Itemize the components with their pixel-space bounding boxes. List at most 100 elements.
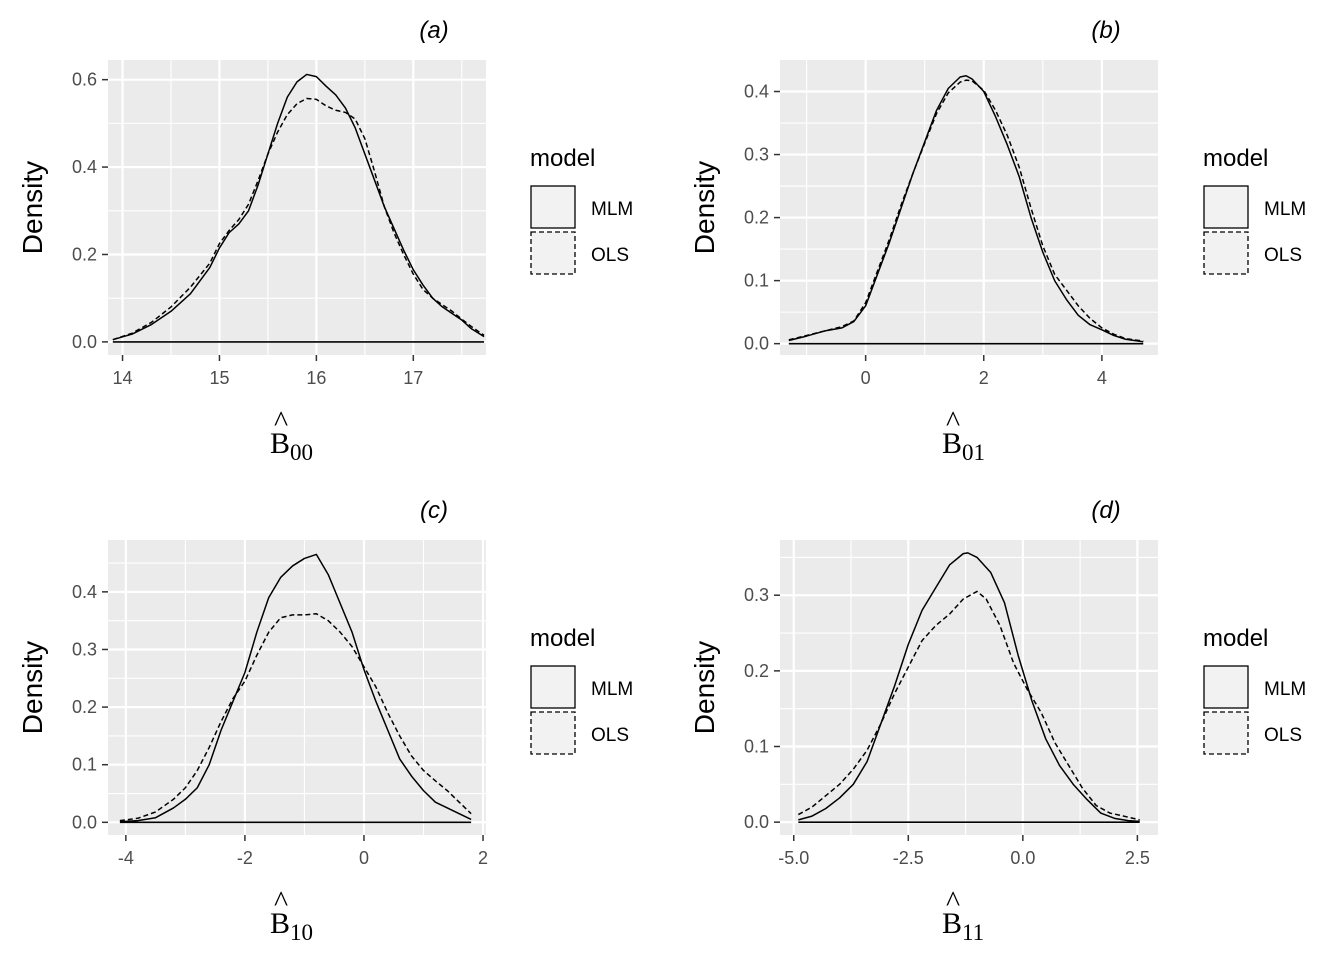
legend-key-mlm: [530, 185, 576, 229]
x-axis-title-base: B: [270, 427, 290, 460]
panel-title: (b): [1091, 17, 1120, 44]
legend-label: OLS: [591, 725, 629, 746]
series-line-mlm: [788, 75, 1144, 343]
legend: model MLM OLS: [530, 625, 633, 755]
legend-key-swatch: [1203, 665, 1249, 709]
legend-label: MLM: [1264, 199, 1306, 220]
x-axis-title-text: B01: [942, 427, 985, 465]
legend-key-mlm: [530, 665, 576, 709]
x-axis-title: ^B00: [270, 405, 313, 465]
density-panel-4: -5.0 -2.5 0.0 2.5 0.0 0.1 0.2 0.3 (d) Density ^B11…: [689, 497, 1306, 945]
y-tick-label: 0.6: [72, 70, 97, 90]
legend-key-swatch: [530, 185, 576, 229]
y-tick-label: 0.0: [72, 812, 97, 832]
x-axis-title-base: B: [942, 427, 962, 460]
x-axis-title-hat: ^: [946, 405, 960, 438]
legend-label: OLS: [1264, 245, 1302, 266]
x-tick-label: 4: [1097, 368, 1107, 388]
legend-label: OLS: [591, 245, 629, 266]
density-panel-2: 0 2 4 0.0 0.1 0.2 0.3 0.4 (b) Density ^B01 model MLM…: [689, 17, 1306, 465]
x-axis-title-subscript: 01: [962, 440, 985, 465]
grid-lines: [108, 60, 486, 355]
legend-key-mlm: [1203, 665, 1249, 709]
series-line-ols: [112, 97, 485, 341]
y-tick-label: 0.1: [744, 271, 769, 291]
legend-key-swatch: [530, 665, 576, 709]
x-axis-title-base: B: [942, 907, 962, 940]
y-tick-label: 0.2: [72, 697, 97, 717]
y-tick-label: 0.0: [744, 812, 769, 832]
y-tick-label: 0.1: [72, 755, 97, 775]
x-axis-title: ^B01: [942, 405, 985, 465]
legend-title: model: [530, 145, 595, 172]
series-line-mlm: [798, 552, 1140, 823]
x-axis-title: ^B11: [942, 885, 984, 945]
series-line-ols: [788, 79, 1144, 342]
density-panel-3: -4 -2 0 2 0.0 0.1 0.2 0.3 0.4 (c) Density ^B10 model…: [17, 497, 633, 945]
density-panel-1: 14 15 16 17 0.0 0.2 0.4 0.6 (a) Density ^B00 model M…: [17, 17, 633, 465]
legend-key-swatch: [1203, 185, 1249, 229]
legend-label: MLM: [591, 199, 633, 220]
y-tick-label: 0.4: [744, 82, 769, 102]
x-tick-label: 14: [113, 368, 133, 388]
x-tick-label: 0: [861, 368, 871, 388]
legend: model MLM OLS: [1203, 625, 1306, 755]
legend-title: model: [1203, 625, 1268, 652]
x-tick-label: 2: [979, 368, 989, 388]
legend-key-mlm: [1203, 185, 1249, 229]
x-axis-title-text: B10: [270, 907, 313, 945]
x-tick-label: 15: [209, 368, 229, 388]
legend-key-swatch: [530, 231, 576, 275]
y-axis-title: Density: [689, 641, 720, 734]
legend-label: MLM: [1264, 679, 1306, 700]
legend-key-ols: [530, 231, 576, 275]
x-axis-title-hat: ^: [274, 405, 288, 438]
legend-key-ols: [1203, 231, 1249, 275]
x-tick-label: -2.5: [893, 848, 924, 868]
x-tick-label: -5.0: [778, 848, 809, 868]
x-tick-label: -4: [118, 848, 134, 868]
x-axis-title-base: B: [270, 907, 290, 940]
plot-panel-background: [780, 540, 1158, 835]
y-axis-title: Density: [689, 161, 720, 254]
x-axis-title-subscript: 11: [962, 920, 984, 945]
y-tick-label: 0.2: [744, 208, 769, 228]
legend-key-swatch: [1203, 711, 1249, 755]
legend-key-swatch: [1203, 231, 1249, 275]
plot-panel-background: [780, 60, 1158, 355]
y-tick-label: 0.2: [72, 244, 97, 264]
legend-key-ols: [1203, 711, 1249, 755]
x-tick-label: 2.5: [1125, 848, 1150, 868]
panel-title: (c): [420, 497, 448, 524]
legend: model MLM OLS: [530, 145, 633, 275]
panel-title: (d): [1091, 497, 1120, 524]
series-line-mlm: [112, 73, 485, 341]
y-tick-label: 0.1: [744, 737, 769, 757]
y-axis-title: Density: [17, 641, 48, 734]
series-line-ols: [797, 590, 1140, 821]
y-tick-label: 0.2: [744, 661, 769, 681]
y-tick-label: 0.0: [72, 332, 97, 352]
y-tick-label: 0.3: [744, 145, 769, 165]
y-axis-title: Density: [17, 161, 48, 254]
x-axis-title-text: B00: [270, 427, 313, 465]
legend-label: MLM: [591, 679, 633, 700]
x-axis-title: ^B10: [270, 885, 313, 945]
panel-title: (a): [419, 17, 448, 44]
legend-label: OLS: [1264, 725, 1302, 746]
x-axis-title-hat: ^: [946, 885, 960, 918]
x-tick-label: 0.0: [1010, 848, 1035, 868]
series-line-mlm: [119, 553, 472, 823]
y-tick-label: 0.4: [72, 582, 97, 602]
grid-lines: [780, 540, 1158, 835]
x-axis-title-hat: ^: [274, 885, 288, 918]
y-tick-label: 0.3: [744, 585, 769, 605]
plot-panel-background: [108, 540, 486, 835]
x-tick-label: 16: [306, 368, 326, 388]
legend-key-ols: [530, 711, 576, 755]
x-axis-title-subscript: 00: [290, 440, 313, 465]
y-tick-label: 0.4: [72, 157, 97, 177]
x-axis-title-subscript: 10: [290, 920, 313, 945]
legend-title: model: [530, 625, 595, 652]
